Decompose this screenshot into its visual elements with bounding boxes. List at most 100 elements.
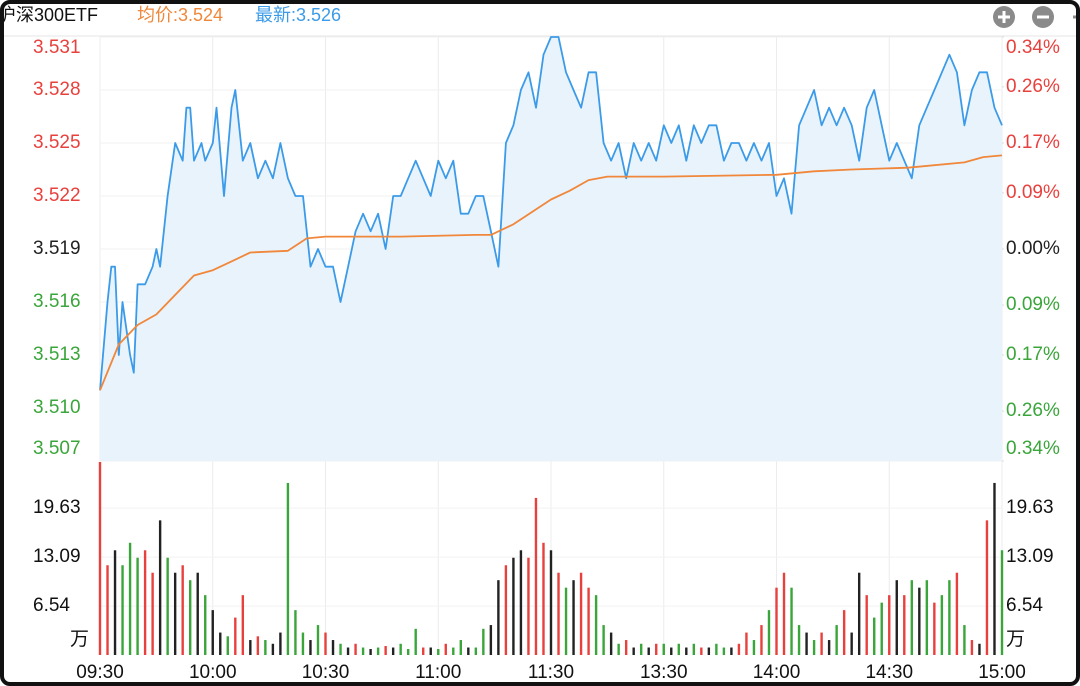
volume-bar xyxy=(602,625,605,655)
volume-bar xyxy=(467,647,470,655)
volume-bar xyxy=(226,636,229,655)
volume-bar xyxy=(857,572,861,655)
volume-bar xyxy=(474,647,478,655)
y2-tick-label: 0.34% xyxy=(1006,37,1060,58)
volume-bar xyxy=(692,643,696,655)
volume-bar xyxy=(880,602,883,655)
volume-bar xyxy=(264,640,267,655)
avg-price: 均价:3.524 xyxy=(137,5,223,25)
volume-bar xyxy=(181,565,184,655)
x-tick-label: 10:30 xyxy=(302,662,350,683)
zoom-out[interactable] xyxy=(1032,6,1054,28)
volume-bar xyxy=(219,632,222,655)
volume-bar xyxy=(422,647,425,655)
volume-bar xyxy=(256,636,260,655)
volume-bar xyxy=(1000,550,1004,655)
volume-bar xyxy=(489,625,493,655)
volume-bar xyxy=(324,632,327,655)
volume-bar xyxy=(557,572,560,655)
volume-bar xyxy=(241,595,245,655)
volume-bar xyxy=(865,595,868,655)
volume-bar xyxy=(121,565,124,655)
volume-bar xyxy=(594,595,598,655)
volume-bar xyxy=(234,617,237,655)
volume-bar xyxy=(579,572,583,655)
volume-bar xyxy=(624,640,628,655)
volume-bar xyxy=(640,643,643,655)
volume-bar xyxy=(444,643,447,655)
volume-bar xyxy=(301,632,305,655)
volume-bar xyxy=(339,643,342,655)
volume-bar xyxy=(850,632,853,655)
volume-bar xyxy=(873,617,876,655)
volume-bar xyxy=(361,647,365,655)
volume-bar xyxy=(978,643,981,655)
volume-bar xyxy=(647,647,650,655)
volume-bar xyxy=(151,572,154,655)
zoom-in[interactable] xyxy=(993,6,1015,28)
volume-bar xyxy=(158,520,162,655)
y-tick-label: 13.09 xyxy=(1006,546,1054,567)
y-tick-label: 3.525 xyxy=(33,132,81,153)
volume-bar xyxy=(497,580,500,655)
latest-price: 最新:3.526 xyxy=(255,5,341,25)
unit-label: 万 xyxy=(70,629,89,650)
volume-bar xyxy=(970,640,974,655)
volume-bar xyxy=(685,647,688,655)
volume-bar xyxy=(918,587,921,655)
volume-bar xyxy=(587,587,590,655)
volume-bar xyxy=(136,557,139,655)
y-tick-label: 3.510 xyxy=(33,397,81,418)
volume-bar xyxy=(760,625,763,655)
volume-bar xyxy=(204,595,207,655)
y2-tick-label: 0.00% xyxy=(1006,238,1060,259)
volume-bar xyxy=(527,557,530,655)
volume-bar xyxy=(775,587,778,655)
volume-bar xyxy=(331,640,335,655)
volume-bar xyxy=(609,632,613,655)
volume-bar xyxy=(429,647,432,655)
volume-bar xyxy=(677,643,680,655)
volume-bar xyxy=(354,643,357,655)
volume-bar xyxy=(316,625,320,655)
volume-bar xyxy=(564,587,568,655)
x-tick-label: 09:30 xyxy=(76,662,124,683)
y2-tick-label: 0.09% xyxy=(1006,182,1060,203)
volume-bar xyxy=(835,625,838,655)
y2-tick-label: 0.17% xyxy=(1006,132,1060,153)
volume-bar xyxy=(805,632,808,655)
volume-bar xyxy=(542,542,545,655)
volume-bar xyxy=(842,610,846,655)
y2-tick-label: 0.26% xyxy=(1006,400,1060,421)
volume-bar xyxy=(549,550,553,655)
volume-bar xyxy=(279,632,282,655)
volume-bar xyxy=(782,572,786,655)
volume-bar xyxy=(752,640,756,655)
y2-tick-label: 0.26% xyxy=(1006,76,1060,97)
y-tick-label: 3.522 xyxy=(33,185,81,206)
y-tick-label: 3.513 xyxy=(33,344,81,365)
volume-bar xyxy=(173,572,177,655)
volume-bar xyxy=(519,550,523,655)
volume-bar xyxy=(128,542,132,655)
volume-bar xyxy=(113,550,117,655)
volume-bar xyxy=(482,628,485,655)
y-tick-label: 3.507 xyxy=(33,438,81,459)
symbol: 沪深300ETF xyxy=(0,5,98,25)
y-tick-label: 6.54 xyxy=(1006,595,1043,616)
volume-bar xyxy=(662,643,665,655)
volume-bar xyxy=(391,647,395,655)
volume-bar xyxy=(384,646,387,655)
volume-bar xyxy=(895,580,898,655)
y-tick-label: 19.63 xyxy=(1006,497,1054,518)
y-tick-label: 13.09 xyxy=(33,546,81,567)
unit-label: 万 xyxy=(1006,629,1025,650)
price-line xyxy=(99,36,1003,391)
volume-bar xyxy=(963,625,966,655)
volume-bar xyxy=(767,610,771,655)
volume-bar xyxy=(632,647,635,655)
volume-bar xyxy=(910,580,913,655)
volume-bar xyxy=(993,482,996,655)
volume-bar xyxy=(98,462,102,655)
